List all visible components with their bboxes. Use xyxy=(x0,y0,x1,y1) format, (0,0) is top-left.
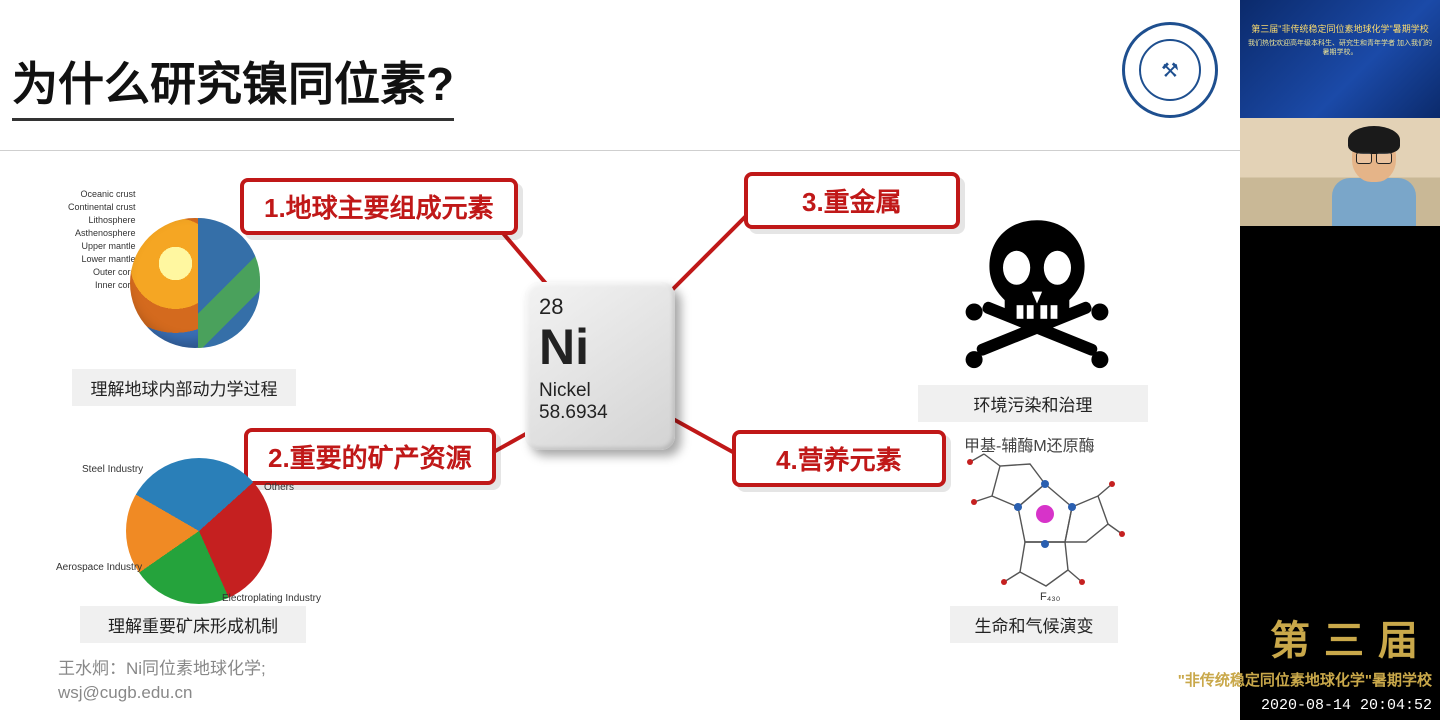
overlay-subtitle: "非传统稳定同位素地球化学"暑期学校 xyxy=(1178,669,1432,690)
callout-1: 1.地球主要组成元素 xyxy=(240,178,518,235)
pie-caption: 理解重要矿床形成机制 xyxy=(80,606,306,643)
presenter-email: wsj@cugb.edu.cn xyxy=(58,681,266,706)
pie-chart xyxy=(126,458,272,604)
webcam-banner: 第三届"非传统稳定同位素地球化学"暑期学校 我们热忱欢迎高年级本科生、研究生和青… xyxy=(1240,0,1440,118)
element-tile: 28 Ni Nickel 58.6934 xyxy=(525,282,675,450)
earth-caption: 理解地球内部动力学过程 xyxy=(72,369,296,406)
skull-caption: 环境污染和治理 xyxy=(918,385,1148,422)
molecule-diagram: F₄₃₀ xyxy=(960,452,1130,602)
timestamp: 2020-08-14 20:04:52 xyxy=(1261,697,1432,714)
f430-label: F₄₃₀ xyxy=(1040,591,1060,602)
atomic-number: 28 xyxy=(539,294,661,320)
presenter-line: 王水炯：Ni同位素地球化学; xyxy=(58,657,266,682)
pie-label-aerospace: Aerospace Industry xyxy=(56,562,142,573)
earth-cutaway-icon xyxy=(130,218,260,348)
banner-sub: 我们热忱欢迎高年级本科生、研究生和青年学者 加入我们的暑期学校。 xyxy=(1246,39,1434,57)
slide-title: 为什么研究镍同位素? xyxy=(12,48,454,121)
footer: 王水炯：Ni同位素地球化学; wsj@cugb.edu.cn xyxy=(58,657,266,706)
earth-layer-labels: Oceanic crustContinental crustLithospher… xyxy=(68,188,136,292)
molecule-caption: 生命和气候演变 xyxy=(950,606,1118,643)
pie-label-steel: Steel Industry xyxy=(82,464,143,475)
webcam-feed xyxy=(1240,118,1440,226)
element-name: Nickel xyxy=(539,380,661,402)
pie-label-electroplating: Electroplating Industry xyxy=(222,593,321,604)
pie-label-others: Others xyxy=(264,482,294,493)
callout-3: 3.重金属 xyxy=(744,172,960,229)
slide: 为什么研究镍同位素? ⚒ 28 Ni Nickel 58.6934 1.地球主要… xyxy=(0,0,1240,720)
banner-title: 第三届"非传统稳定同位素地球化学"暑期学校 xyxy=(1246,22,1434,35)
callout-2: 2.重要的矿产资源 xyxy=(244,428,496,485)
overlay-big-title: 第三届 xyxy=(1270,608,1432,666)
hammer-icon: ⚒ xyxy=(1139,39,1201,101)
atomic-mass: 58.6934 xyxy=(539,402,661,424)
skull-crossbones-icon xyxy=(952,210,1122,380)
presenter-figure xyxy=(1314,126,1434,226)
element-symbol: Ni xyxy=(539,322,661,372)
divider xyxy=(0,150,1240,151)
callout-4: 4.营养元素 xyxy=(732,430,946,487)
university-logo: ⚒ xyxy=(1122,22,1218,118)
